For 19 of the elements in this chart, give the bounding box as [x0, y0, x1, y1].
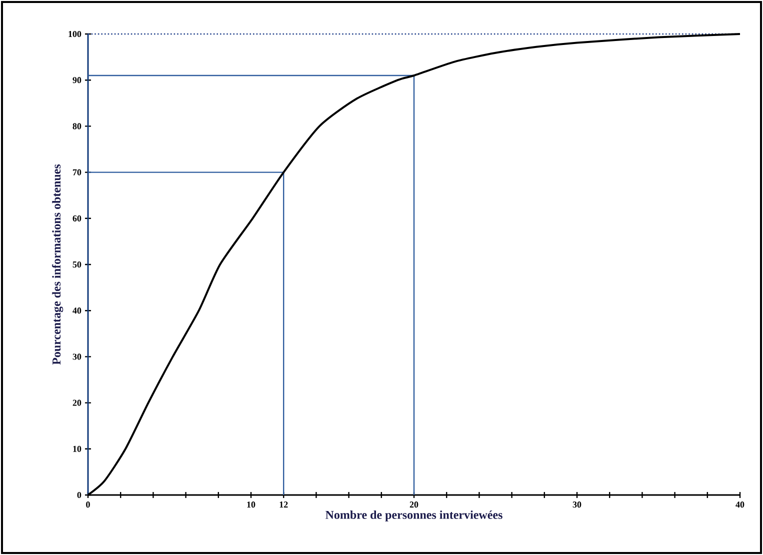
y-tick-label: 20: [72, 400, 82, 406]
x-tick-label: 0: [86, 502, 90, 508]
y-tick-label: 60: [72, 215, 82, 222]
y-tick-label: 0: [77, 492, 82, 498]
x-tick-label: 12: [280, 502, 288, 508]
y-tick-label: 80: [72, 123, 82, 130]
y-tick-label: 100: [68, 30, 82, 38]
y-tick-label: 30: [72, 354, 82, 360]
x-axis-title: Nombre de personnes interviewées: [326, 510, 502, 522]
y-axis-title: Pourcentage des informations obtenues: [52, 164, 64, 365]
y-tick-label: 70: [72, 169, 82, 176]
x-tick-label: 30: [572, 502, 582, 508]
x-tick-label: 40: [736, 502, 744, 508]
y-tick-label: 40: [72, 308, 82, 314]
y-tick-label: 90: [72, 77, 82, 84]
y-tick-label: 50: [72, 261, 82, 268]
x-tick-label: 20: [410, 502, 418, 508]
x-tick-label: 10: [247, 502, 256, 508]
y-tick-label: 10: [73, 446, 82, 452]
